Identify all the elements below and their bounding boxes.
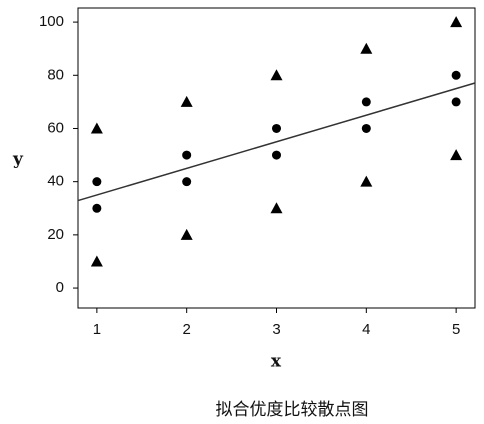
circle-point [182, 150, 192, 160]
circle-point [272, 150, 281, 160]
triangle-point [450, 149, 463, 161]
x-tick-label: 2 [183, 321, 191, 338]
triangle-point [360, 42, 373, 54]
triangle-point [180, 228, 193, 240]
y-axis-label: y [12, 150, 24, 170]
x-tick-label: 1 [93, 321, 101, 338]
y-tick-label: 80 [47, 66, 64, 83]
circle-point [451, 70, 461, 80]
circle-point [92, 203, 102, 213]
circle-point [361, 123, 371, 133]
x-axis-label: x [271, 352, 282, 372]
triangle-point [90, 255, 103, 267]
circle-point [361, 97, 371, 107]
triangle-point [270, 69, 283, 81]
y-tick-label: 0 [56, 279, 64, 296]
x-tick-label: 4 [362, 321, 370, 338]
circle-point [92, 177, 102, 187]
triangle-point [180, 95, 193, 107]
circle-point [272, 123, 281, 133]
x-tick-label: 3 [272, 321, 280, 338]
y-tick-label: 60 [47, 119, 64, 136]
y-tick-label: 20 [47, 226, 64, 243]
x-tick-label: 5 [452, 321, 460, 338]
circle-point [182, 177, 192, 187]
circle-point [451, 97, 461, 107]
triangle-point [90, 122, 103, 134]
y-tick-label: 40 [47, 173, 64, 190]
fit-line [77, 82, 476, 202]
y-tick-label: 100 [39, 13, 64, 30]
triangle-point [270, 202, 283, 214]
triangle-point [360, 175, 373, 187]
triangle-point [450, 16, 463, 28]
caption: 拟合优度比较散点图 [216, 400, 369, 420]
